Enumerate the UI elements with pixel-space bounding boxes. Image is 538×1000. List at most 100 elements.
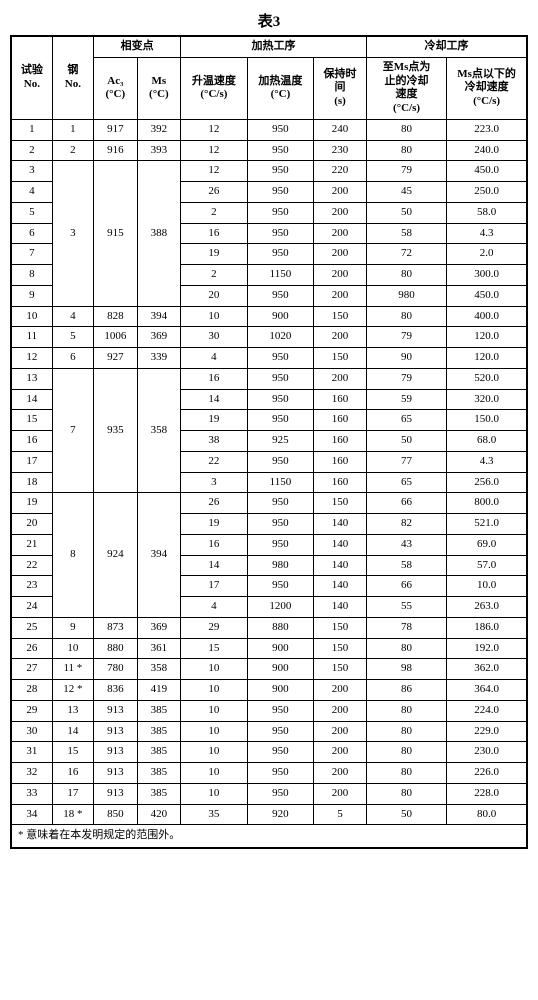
cell-heat-rate: 2	[181, 202, 248, 223]
cell-heat-temp: 950	[247, 514, 314, 535]
cell-ac3: 850	[94, 804, 138, 825]
cell-hold-time: 140	[314, 534, 367, 555]
cell-heat-rate: 19	[181, 514, 248, 535]
cell-ac3: 927	[94, 348, 138, 369]
cell-ms: 385	[137, 783, 181, 804]
cell-hold-time: 150	[314, 659, 367, 680]
table-row: 30149133851095020080229.0	[11, 721, 527, 742]
cell-cool-to-ms: 98	[366, 659, 446, 680]
cell-hold-time: 140	[314, 576, 367, 597]
cell-heat-temp: 950	[247, 244, 314, 265]
col-steel-no: 钢No.	[52, 36, 93, 119]
cell-hold-time: 200	[314, 244, 367, 265]
cell-hold-time: 150	[314, 617, 367, 638]
table-row: 115100636930102020079120.0	[11, 327, 527, 348]
cell-steel-no: 16	[52, 763, 93, 784]
cell-ms: 385	[137, 721, 181, 742]
cell-ac3: 873	[94, 617, 138, 638]
cell-ac3: 916	[94, 140, 138, 161]
cell-cool-below-ms: 450.0	[447, 285, 527, 306]
cell-hold-time: 150	[314, 348, 367, 369]
cell-steel-no: 13	[52, 700, 93, 721]
cell-heat-temp: 950	[247, 410, 314, 431]
cell-steel-no: 15	[52, 742, 93, 763]
cell-ac3: 880	[94, 638, 138, 659]
cell-steel-no: 8	[52, 493, 93, 618]
cell-cool-below-ms: 800.0	[447, 493, 527, 514]
cell-ms: 369	[137, 617, 181, 638]
cell-test-no: 15	[11, 410, 52, 431]
cell-test-no: 25	[11, 617, 52, 638]
cell-cool-to-ms: 80	[366, 140, 446, 161]
cell-cool-below-ms: 2.0	[447, 244, 527, 265]
cell-hold-time: 160	[314, 472, 367, 493]
cell-hold-time: 150	[314, 638, 367, 659]
cell-hold-time: 200	[314, 327, 367, 348]
cell-heat-temp: 950	[247, 451, 314, 472]
table-row: 119173921295024080223.0	[11, 119, 527, 140]
cell-test-no: 32	[11, 763, 52, 784]
cell-test-no: 9	[11, 285, 52, 306]
cell-test-no: 19	[11, 493, 52, 514]
cell-cool-below-ms: 226.0	[447, 763, 527, 784]
cell-cool-to-ms: 82	[366, 514, 446, 535]
cell-test-no: 5	[11, 202, 52, 223]
cell-heat-temp: 950	[247, 763, 314, 784]
cell-test-no: 29	[11, 700, 52, 721]
cell-heat-rate: 26	[181, 182, 248, 203]
cell-cool-to-ms: 80	[366, 119, 446, 140]
cell-ms: 361	[137, 638, 181, 659]
cell-cool-to-ms: 80	[366, 721, 446, 742]
cell-cool-below-ms: 230.0	[447, 742, 527, 763]
cell-steel-no: 9	[52, 617, 93, 638]
table-row: 2711 *7803581090015098362.0	[11, 659, 527, 680]
cell-cool-to-ms: 66	[366, 493, 446, 514]
cell-cool-below-ms: 4.3	[447, 223, 527, 244]
cell-cool-to-ms: 80	[366, 265, 446, 286]
cell-heat-temp: 1200	[247, 597, 314, 618]
cell-test-no: 22	[11, 555, 52, 576]
cell-hold-time: 160	[314, 389, 367, 410]
cell-test-no: 13	[11, 368, 52, 389]
cell-heat-rate: 16	[181, 223, 248, 244]
cell-cool-to-ms: 80	[366, 763, 446, 784]
cell-cool-below-ms: 120.0	[447, 327, 527, 348]
cell-test-no: 31	[11, 742, 52, 763]
cell-cool-to-ms: 50	[366, 202, 446, 223]
cell-cool-below-ms: 57.0	[447, 555, 527, 576]
cell-ac3: 913	[94, 700, 138, 721]
cell-heat-temp: 925	[247, 431, 314, 452]
cell-cool-below-ms: 4.3	[447, 451, 527, 472]
cell-test-no: 28	[11, 680, 52, 701]
cell-cool-below-ms: 263.0	[447, 597, 527, 618]
col-cool-to-ms: 至Ms点为止的冷却速度(°C/s)	[366, 57, 446, 119]
cell-heat-rate: 35	[181, 804, 248, 825]
table-row: 339153881295022079450.0	[11, 161, 527, 182]
cell-heat-rate: 16	[181, 368, 248, 389]
cell-heat-rate: 20	[181, 285, 248, 306]
table-row: 126927339495015090120.0	[11, 348, 527, 369]
cell-hold-time: 200	[314, 265, 367, 286]
cell-test-no: 27	[11, 659, 52, 680]
cell-cool-below-ms: 186.0	[447, 617, 527, 638]
cell-hold-time: 200	[314, 680, 367, 701]
table-row: 33179133851095020080228.0	[11, 783, 527, 804]
cell-ac3: 828	[94, 306, 138, 327]
cell-cool-to-ms: 86	[366, 680, 446, 701]
cell-cool-to-ms: 80	[366, 306, 446, 327]
cell-test-no: 12	[11, 348, 52, 369]
cell-test-no: 2	[11, 140, 52, 161]
cell-steel-no: 17	[52, 783, 93, 804]
cell-steel-no: 10	[52, 638, 93, 659]
cell-cool-below-ms: 229.0	[447, 721, 527, 742]
cell-steel-no: 2	[52, 140, 93, 161]
cell-test-no: 24	[11, 597, 52, 618]
cell-heat-rate: 4	[181, 348, 248, 369]
cell-cool-to-ms: 65	[366, 472, 446, 493]
cell-cool-to-ms: 78	[366, 617, 446, 638]
cell-heat-temp: 1150	[247, 265, 314, 286]
cell-cool-below-ms: 69.0	[447, 534, 527, 555]
cell-hold-time: 140	[314, 514, 367, 535]
cell-ac3: 913	[94, 742, 138, 763]
cell-steel-no: 11 *	[52, 659, 93, 680]
